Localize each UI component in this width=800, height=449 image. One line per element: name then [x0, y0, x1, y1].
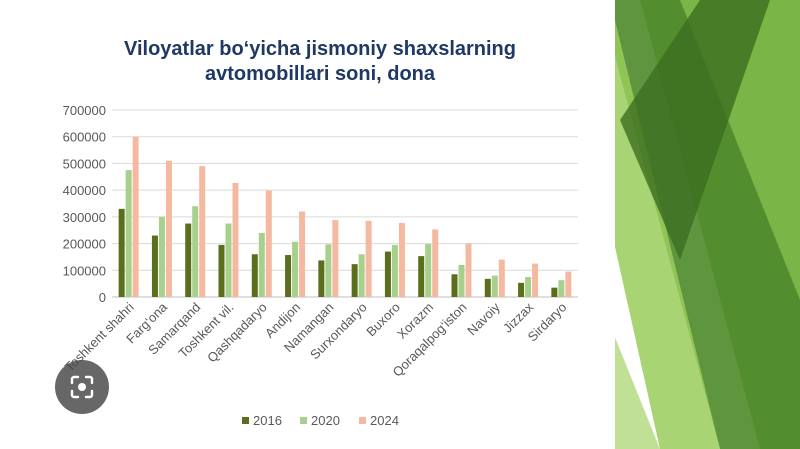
bar-2020 — [158, 216, 165, 297]
y-tick-label: 200000 — [63, 237, 106, 252]
legend-label-2024: 2024 — [370, 413, 399, 428]
bar-2020 — [125, 170, 132, 297]
bar-2016 — [318, 260, 325, 297]
bar-2020 — [192, 206, 199, 297]
bar-2020 — [325, 244, 332, 297]
bars — [118, 136, 572, 297]
bar-2024 — [432, 229, 439, 297]
legend-label-2016: 2016 — [253, 413, 282, 428]
chart-title: Viloyatlar bo‘yicha jismoniy shaxslarnin… — [40, 37, 600, 87]
bar-2024 — [365, 220, 372, 297]
chart-title-line-1: Viloyatlar bo‘yicha jismoniy shaxslarnin… — [124, 38, 516, 60]
bar-2016 — [251, 254, 258, 297]
y-tick-label: 300000 — [63, 210, 106, 225]
bar-2020 — [292, 241, 299, 297]
bar-2016 — [451, 274, 458, 297]
y-tick-label: 500000 — [63, 156, 106, 171]
legend: 2016 2020 2024 — [242, 413, 399, 428]
bar-2016 — [118, 208, 125, 297]
chart-title-line-2: avtomobillari soni, dona — [204, 63, 436, 85]
bar-2024 — [498, 259, 505, 297]
legend-swatch-2020 — [300, 417, 307, 424]
y-tick-label: 400000 — [63, 183, 106, 198]
bar-2020 — [358, 254, 365, 297]
bar-2020 — [391, 244, 398, 297]
y-tick-label: 600000 — [63, 130, 106, 145]
bar-2016 — [185, 223, 192, 297]
legend-swatch-2024 — [359, 417, 366, 424]
bar-2016 — [351, 264, 358, 297]
bar-2024 — [265, 190, 272, 297]
bar-2024 — [299, 211, 306, 297]
bar-2024 — [332, 220, 339, 297]
bar-2024 — [398, 223, 405, 297]
y-axis: 0 100000 200000 300000 400000 500000 600000 700… — [63, 103, 106, 305]
bar-2020 — [258, 232, 265, 297]
bar-2016 — [384, 251, 391, 297]
bar-2016 — [151, 235, 158, 297]
bar-2020 — [491, 275, 498, 297]
bar-2016 — [551, 287, 558, 297]
bar-2020 — [558, 280, 565, 297]
bar-2016 — [218, 244, 225, 297]
bar-2024 — [532, 263, 539, 297]
lens-icon — [70, 375, 94, 399]
bar-2024 — [565, 271, 572, 297]
legend-label-2020: 2020 — [311, 413, 340, 428]
bar-2016 — [518, 282, 525, 297]
bar-2016 — [418, 256, 425, 297]
bar-2024 — [199, 166, 206, 297]
bar-2024 — [465, 243, 472, 297]
legend-swatch-2016 — [242, 417, 249, 424]
bar-2020 — [458, 264, 465, 297]
bar-2016 — [484, 278, 491, 297]
bar-2020 — [425, 244, 432, 297]
bar-2020 — [225, 223, 232, 297]
y-tick-label: 100000 — [63, 263, 106, 278]
lens-button[interactable] — [55, 360, 109, 414]
bar-2024 — [132, 136, 139, 297]
bar-2024 — [165, 160, 172, 297]
y-tick-label: 700000 — [63, 103, 106, 118]
y-tick-label: 0 — [99, 290, 106, 305]
bar-2024 — [232, 182, 239, 297]
bar-2020 — [525, 276, 532, 297]
bar-2016 — [285, 255, 292, 297]
